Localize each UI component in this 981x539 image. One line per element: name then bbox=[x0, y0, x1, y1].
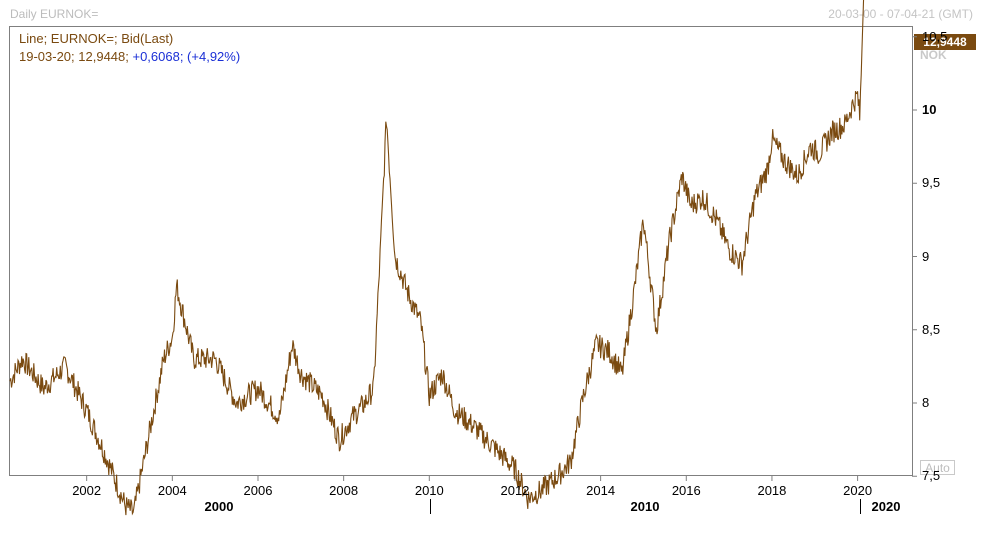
x-tick-label: 2008 bbox=[329, 483, 359, 498]
legend-last-value-text: 19-03-20; 12,9448; bbox=[19, 49, 133, 64]
legend-change-text: +0,6068; (+4,92%) bbox=[132, 49, 241, 64]
chart-title: Daily EURNOK= bbox=[10, 7, 99, 21]
x-tick-label: 2010 bbox=[414, 483, 444, 498]
x-tick-label: 2016 bbox=[671, 483, 701, 498]
x-tick-label: 2002 bbox=[72, 483, 102, 498]
x-tick-label: 2012 bbox=[500, 483, 530, 498]
y-tick-label: 10 bbox=[922, 102, 937, 117]
decade-separator bbox=[430, 499, 431, 514]
y-tick-label: 9 bbox=[922, 248, 930, 264]
x-major-label: 2010 bbox=[630, 499, 660, 514]
y-tick-label: 7,5 bbox=[922, 468, 941, 484]
x-major-label: 2020 bbox=[871, 499, 901, 514]
decade-separator bbox=[860, 499, 861, 514]
x-tick-label: 2014 bbox=[586, 483, 616, 498]
chart-header: Daily EURNOK= 20-03-00 - 07-04-21 (GMT) bbox=[0, 0, 981, 26]
date-range: 20-03-00 - 07-04-21 (GMT) bbox=[828, 7, 973, 21]
y-tick-label: 8,5 bbox=[922, 321, 941, 337]
series-line-eurnok bbox=[9, 0, 865, 516]
plot-area[interactable] bbox=[9, 26, 913, 476]
x-tick-label: 2006 bbox=[243, 483, 273, 498]
y-tick-label: 8 bbox=[922, 395, 930, 410]
x-tick-label: 2018 bbox=[757, 483, 787, 498]
y-tick-label: 10,5 bbox=[922, 28, 948, 44]
x-tick-label: 2020 bbox=[843, 483, 873, 498]
legend-series-info: Line; EURNOK=; Bid(Last) bbox=[19, 31, 174, 46]
auto-scale-button[interactable]: Auto bbox=[920, 460, 955, 475]
legend-last-value: 19-03-20; 12,9448; +0,6068; (+4,92%) bbox=[19, 49, 240, 64]
x-major-label: 2000 bbox=[204, 499, 234, 514]
y-tick-label: 9,5 bbox=[922, 175, 941, 191]
y-axis-unit: NOK bbox=[920, 48, 947, 62]
x-tick-label: 2004 bbox=[157, 483, 187, 498]
last-price-tag: 12,9448 bbox=[914, 34, 976, 50]
